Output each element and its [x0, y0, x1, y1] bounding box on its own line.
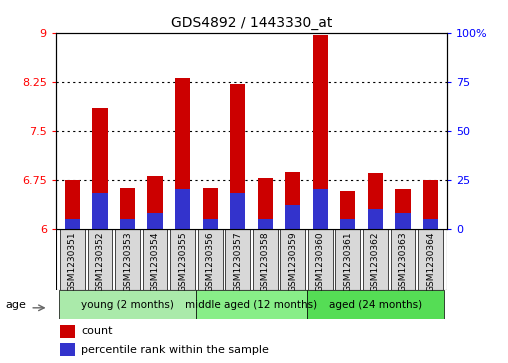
- Bar: [391, 229, 416, 290]
- Text: GSM1230354: GSM1230354: [150, 232, 160, 292]
- Bar: [87, 229, 112, 290]
- Bar: [198, 229, 223, 290]
- Bar: [368, 209, 383, 229]
- Bar: [340, 191, 356, 229]
- Bar: [58, 290, 197, 319]
- Text: GSM1230352: GSM1230352: [96, 232, 105, 292]
- Bar: [258, 219, 273, 229]
- Text: GSM1230351: GSM1230351: [68, 232, 77, 293]
- Bar: [418, 229, 443, 290]
- Bar: [65, 219, 80, 229]
- Bar: [60, 343, 75, 356]
- Bar: [340, 219, 356, 229]
- Bar: [115, 229, 140, 290]
- Text: GSM1230358: GSM1230358: [261, 232, 270, 293]
- Text: GSM1230357: GSM1230357: [233, 232, 242, 293]
- Bar: [143, 229, 168, 290]
- Bar: [60, 229, 85, 290]
- Bar: [313, 189, 328, 229]
- Text: percentile rank within the sample: percentile rank within the sample: [81, 344, 269, 355]
- Bar: [225, 229, 250, 290]
- Bar: [230, 83, 245, 229]
- Bar: [395, 189, 410, 229]
- Text: young (2 months): young (2 months): [81, 300, 174, 310]
- Bar: [313, 34, 328, 229]
- Bar: [175, 78, 190, 229]
- Bar: [423, 180, 438, 229]
- Text: GSM1230353: GSM1230353: [123, 232, 132, 293]
- Bar: [423, 219, 438, 229]
- Bar: [120, 188, 135, 229]
- Bar: [285, 172, 300, 229]
- Text: aged (24 months): aged (24 months): [329, 300, 422, 310]
- Bar: [363, 229, 388, 290]
- Bar: [120, 219, 135, 229]
- Bar: [92, 193, 108, 229]
- Bar: [147, 213, 163, 229]
- Bar: [285, 205, 300, 229]
- Bar: [306, 290, 444, 319]
- Bar: [230, 193, 245, 229]
- Bar: [258, 178, 273, 229]
- Bar: [203, 188, 218, 229]
- Text: GSM1230356: GSM1230356: [206, 232, 215, 293]
- Bar: [175, 189, 190, 229]
- Bar: [395, 213, 410, 229]
- Bar: [368, 173, 383, 229]
- Bar: [203, 219, 218, 229]
- Bar: [253, 229, 278, 290]
- Text: age: age: [5, 300, 26, 310]
- Text: GSM1230361: GSM1230361: [343, 232, 353, 293]
- Bar: [170, 229, 195, 290]
- Bar: [308, 229, 333, 290]
- Bar: [147, 176, 163, 229]
- Bar: [197, 290, 306, 319]
- Text: count: count: [81, 326, 113, 337]
- Bar: [60, 325, 75, 338]
- Text: GSM1230355: GSM1230355: [178, 232, 187, 293]
- Bar: [92, 108, 108, 229]
- Text: middle aged (12 months): middle aged (12 months): [185, 300, 318, 310]
- Text: GSM1230362: GSM1230362: [371, 232, 380, 292]
- Bar: [65, 180, 80, 229]
- Text: GSM1230359: GSM1230359: [288, 232, 297, 293]
- Title: GDS4892 / 1443330_at: GDS4892 / 1443330_at: [171, 16, 332, 30]
- Text: GSM1230360: GSM1230360: [316, 232, 325, 293]
- Bar: [335, 229, 360, 290]
- Text: GSM1230363: GSM1230363: [398, 232, 407, 293]
- Text: GSM1230364: GSM1230364: [426, 232, 435, 292]
- Bar: [280, 229, 305, 290]
